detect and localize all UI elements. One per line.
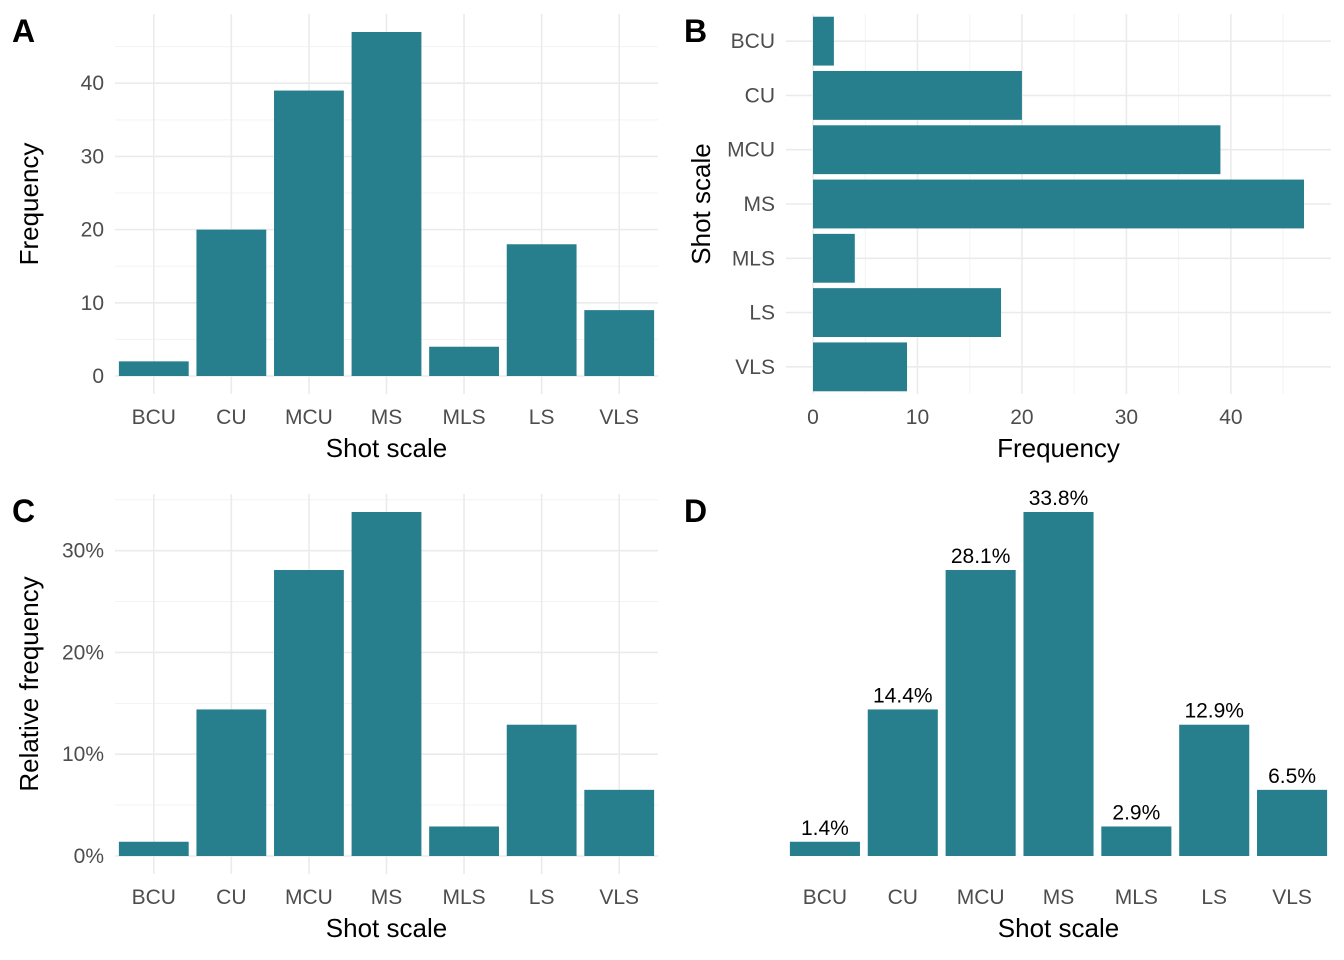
x-tick-label: 10 xyxy=(906,406,929,429)
x-tick-label: LS xyxy=(1201,886,1227,909)
data-label: 1.4% xyxy=(801,817,849,840)
bar-bcu xyxy=(118,841,189,856)
x-tick-label: MLS xyxy=(442,886,485,909)
x-tick-label: BCU xyxy=(803,886,847,909)
bar-vls xyxy=(813,342,908,392)
bar-mcu xyxy=(274,570,344,856)
data-label: 33.8% xyxy=(1029,487,1089,510)
y-axis-title: Frequency xyxy=(14,143,44,266)
x-tick-label: LS xyxy=(529,886,555,909)
y-tick-label: CU xyxy=(745,84,775,107)
y-tick-label: 30% xyxy=(62,540,104,563)
panel-tag: B xyxy=(684,13,707,49)
x-axis-title: Frequency xyxy=(997,433,1120,463)
panel-d: D 1.4% 14.4% 28.1% 33.8% 2.9% 12.9% 6.5% BCU CU MC… xyxy=(684,487,1328,943)
x-axis-title: Shot scale xyxy=(326,913,447,943)
bar-ls xyxy=(813,288,1002,337)
x-tick-label: VLS xyxy=(1272,886,1312,909)
bar-mcu xyxy=(274,90,344,376)
x-tick-label: MLS xyxy=(442,406,485,429)
data-label: 12.9% xyxy=(1184,700,1244,723)
y-tick-label: BCU xyxy=(731,30,775,53)
y-tick-label: 0% xyxy=(74,845,104,868)
data-label: 2.9% xyxy=(1112,801,1160,824)
bar-ms xyxy=(351,32,422,376)
y-tick-label: MS xyxy=(744,193,776,216)
panel-tag: C xyxy=(12,493,35,529)
bar-ms xyxy=(1023,512,1094,856)
y-tick-label: 20 xyxy=(81,219,104,242)
y-tick-label: VLS xyxy=(735,356,775,379)
x-tick-label: 0 xyxy=(807,406,819,429)
x-tick-label: MLS xyxy=(1115,886,1158,909)
panel-c: C 0% 10% 20% 30% BCU CU MCU MS MLS LS VLS Shot scale… xyxy=(12,493,658,943)
x-tick-label: MS xyxy=(371,406,403,429)
bar-cu xyxy=(813,71,1022,120)
bar-cu xyxy=(196,229,267,376)
y-tick-label: MLS xyxy=(732,247,775,270)
x-tick-label: BCU xyxy=(132,406,176,429)
bar-mls xyxy=(813,233,855,283)
panel-a: A 0 10 20 30 40 BCU CU MCU MS MLS LS VLS Shot scale Fr… xyxy=(12,13,658,463)
bar-bcu xyxy=(118,361,189,376)
panel-b: B 0 10 20 30 40 BCU CU MCU MS MLS LS VLS Frequency Sho… xyxy=(684,13,1331,463)
x-axis-title: Shot scale xyxy=(326,433,447,463)
y-axis-title: Relative frequency xyxy=(14,576,44,791)
bar-bcu xyxy=(813,16,834,66)
x-tick-label: MCU xyxy=(285,886,333,909)
panel-tag: D xyxy=(684,493,707,529)
y-tick-label: 10% xyxy=(62,743,104,766)
x-tick-label: MS xyxy=(371,886,403,909)
bar-bcu xyxy=(789,841,860,856)
x-tick-label: CU xyxy=(888,886,918,909)
x-tick-label: CU xyxy=(216,886,246,909)
y-tick-label: 20% xyxy=(62,641,104,664)
x-tick-label: BCU xyxy=(132,886,176,909)
x-tick-label: 20 xyxy=(1010,406,1033,429)
bar-ls xyxy=(1179,724,1250,856)
x-tick-label: LS xyxy=(529,406,555,429)
x-tick-label: 30 xyxy=(1115,406,1138,429)
x-tick-label: 40 xyxy=(1219,406,1242,429)
bar-cu xyxy=(196,709,267,856)
data-label: 14.4% xyxy=(873,684,933,707)
y-tick-label: MCU xyxy=(727,139,775,162)
bar-mls xyxy=(429,826,499,856)
y-tick-label: 40 xyxy=(81,72,104,95)
data-label: 28.1% xyxy=(951,545,1011,568)
x-tick-label: MCU xyxy=(285,406,333,429)
bar-cu xyxy=(867,709,938,856)
bar-mls xyxy=(1101,826,1172,856)
y-tick-label: LS xyxy=(749,302,775,325)
x-tick-label: MCU xyxy=(957,886,1005,909)
x-tick-label: VLS xyxy=(599,406,639,429)
x-tick-label: VLS xyxy=(599,886,639,909)
x-tick-label: CU xyxy=(216,406,246,429)
y-tick-label: 30 xyxy=(81,145,104,168)
bar-mcu xyxy=(945,570,1016,856)
panel-tag: A xyxy=(12,13,35,49)
bar-ls xyxy=(506,244,577,376)
y-axis-title: Shot scale xyxy=(686,143,716,264)
bar-ms xyxy=(813,179,1304,229)
x-axis-title: Shot scale xyxy=(998,913,1119,943)
bar-vls xyxy=(1257,789,1328,856)
data-label: 6.5% xyxy=(1268,765,1316,788)
y-tick-label: 0 xyxy=(92,365,104,388)
bar-vls xyxy=(584,789,655,856)
bar-mcu xyxy=(813,125,1221,175)
bar-ls xyxy=(506,724,577,856)
x-tick-label: MS xyxy=(1043,886,1075,909)
bar-ms xyxy=(351,512,422,856)
y-tick-label: 10 xyxy=(81,292,104,315)
bar-vls xyxy=(584,310,655,376)
bar-mls xyxy=(429,346,499,376)
